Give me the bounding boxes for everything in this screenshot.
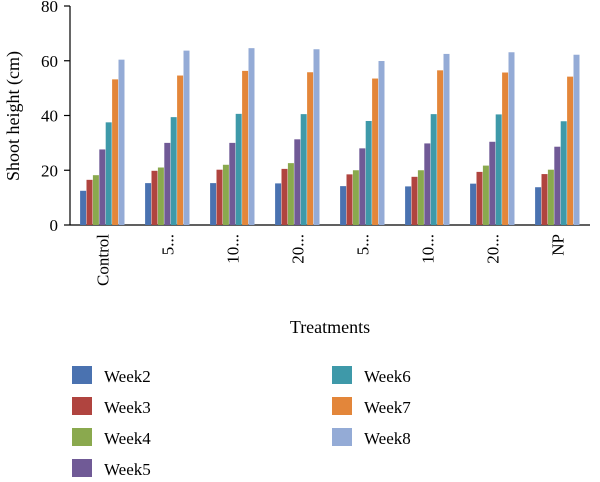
bar-week4-cat-7 [547, 169, 554, 225]
bar-week6-cat-3 [300, 114, 307, 225]
legend-swatch-week7 [332, 397, 352, 415]
plot-area: 0 20 40 60 80 Control 5... 10... 20... 5... 10...… [41, 0, 590, 286]
bar-week3-cat-4 [346, 174, 353, 225]
bar-week4-cat-6 [482, 165, 489, 225]
bar-week2-cat-2 [210, 183, 217, 225]
legend-swatch-week6 [332, 366, 352, 384]
y-tick-label: 20 [41, 161, 58, 180]
bar-week4-cat-4 [352, 170, 359, 225]
bar-week6-cat-4 [365, 120, 372, 225]
bar-week8-cat-5 [443, 53, 450, 225]
bar-week8-cat-6 [508, 52, 515, 226]
x-axis-title: Treatments [290, 317, 370, 337]
y-tick-label: 60 [41, 52, 58, 71]
legend-swatch-week2 [72, 366, 92, 384]
bar-week6-cat-7 [560, 121, 567, 225]
legend-label-week7: Week7 [364, 398, 411, 417]
legend-label-week5: Week5 [104, 460, 151, 479]
bar-week5-cat-2 [229, 142, 236, 226]
bar-week8-cat-3 [313, 49, 320, 225]
bar-week4-cat-0 [92, 175, 99, 225]
bar-week4-cat-1 [157, 167, 164, 225]
bars-group [80, 48, 580, 226]
legend: Week2 Week3 Week4 Week5 Week6 Week7 Week8 [72, 366, 411, 479]
bar-week5-cat-5 [424, 143, 431, 225]
x-ticks-group: Control 5... 10... 20... 5... 10... 20... NP [94, 234, 568, 286]
legend-swatch-week5 [72, 459, 92, 477]
bar-week3-cat-3 [281, 168, 288, 225]
legend-label-week6: Week6 [364, 367, 411, 386]
bar-week3-cat-2 [216, 169, 223, 225]
bar-week5-cat-0 [99, 149, 106, 225]
x-tick-label: 20... [484, 234, 503, 264]
bar-week3-cat-6 [476, 171, 483, 225]
bar-week5-cat-6 [489, 141, 496, 225]
bar-week5-cat-7 [554, 146, 561, 225]
bar-week7-cat-0 [112, 79, 119, 225]
bar-week2-cat-7 [535, 187, 542, 225]
bar-week5-cat-4 [359, 148, 366, 225]
y-axis-title: Shoot height (cm) [3, 51, 24, 181]
bar-week7-cat-5 [437, 70, 444, 225]
bar-week8-cat-4 [378, 61, 385, 225]
bar-week6-cat-0 [105, 122, 112, 225]
y-tick-label: 0 [50, 216, 59, 235]
bar-week3-cat-0 [86, 179, 93, 225]
bar-week7-cat-4 [372, 78, 379, 225]
bar-week3-cat-1 [151, 170, 158, 225]
bar-week4-cat-3 [287, 163, 294, 225]
bar-week2-cat-0 [80, 190, 87, 225]
x-tick-label: 5... [159, 234, 178, 255]
bar-week6-cat-1 [170, 117, 177, 225]
legend-label-week3: Week3 [104, 398, 151, 417]
bar-week8-cat-0 [118, 59, 125, 225]
y-tick-label: 80 [41, 0, 58, 16]
legend-label-week4: Week4 [104, 429, 151, 448]
x-tick-label: NP [549, 234, 568, 256]
bar-week4-cat-2 [222, 164, 229, 225]
bar-week2-cat-3 [275, 183, 282, 225]
bar-week8-cat-1 [183, 50, 190, 226]
x-tick-label: Control [94, 234, 113, 286]
x-tick-label: 5... [354, 234, 373, 255]
bar-week7-cat-1 [177, 75, 184, 225]
y-tick-label: 40 [41, 107, 58, 126]
bar-week6-cat-2 [235, 113, 242, 225]
bar-week7-cat-6 [502, 72, 509, 226]
bar-week2-cat-6 [470, 183, 477, 225]
legend-label-week2: Week2 [104, 367, 151, 386]
bar-week5-cat-1 [164, 142, 171, 226]
y-ticks-group: 0 20 40 60 80 [41, 0, 70, 235]
bar-week2-cat-1 [145, 183, 152, 225]
legend-swatch-week8 [332, 428, 352, 446]
bar-week8-cat-7 [573, 54, 580, 226]
bar-week6-cat-6 [495, 114, 502, 225]
bar-week7-cat-2 [242, 70, 249, 225]
legend-label-week8: Week8 [364, 429, 411, 448]
bar-week5-cat-3 [294, 139, 301, 225]
bar-week2-cat-4 [340, 186, 347, 225]
bar-week4-cat-5 [417, 170, 424, 225]
legend-swatch-week3 [72, 397, 92, 415]
bar-week6-cat-5 [430, 114, 437, 225]
bar-week2-cat-5 [405, 186, 412, 225]
x-tick-label: 10... [419, 234, 438, 264]
legend-swatch-week4 [72, 428, 92, 446]
bar-week8-cat-2 [248, 48, 255, 225]
bar-week3-cat-5 [411, 176, 418, 225]
bar-week3-cat-7 [541, 174, 548, 225]
x-tick-label: 20... [289, 234, 308, 264]
x-tick-label: 10... [224, 234, 243, 264]
bar-week7-cat-3 [307, 72, 314, 225]
bar-week7-cat-7 [567, 76, 574, 225]
